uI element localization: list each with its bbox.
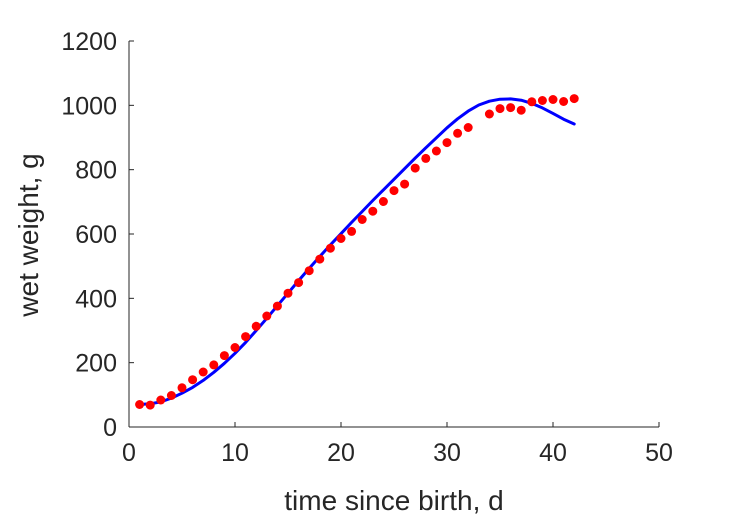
data-point <box>251 321 261 331</box>
data-point <box>559 97 569 106</box>
data-point <box>400 179 410 189</box>
data-point <box>294 278 304 288</box>
data-point <box>230 343 240 352</box>
data-point <box>442 138 452 148</box>
data-point <box>378 197 388 206</box>
data-point <box>548 95 558 104</box>
data-point <box>336 234 346 243</box>
x-tick-label: 40 <box>539 439 567 467</box>
y-tick-label: 0 <box>103 414 117 442</box>
data-point <box>516 105 526 115</box>
fitted-curve-series <box>138 97 576 406</box>
x-tick-label: 50 <box>645 439 673 467</box>
data-point <box>569 94 579 104</box>
data-point <box>219 351 229 361</box>
x-axis-label: time since birth, d <box>284 485 503 516</box>
y-tick-label: 800 <box>75 157 117 185</box>
data-point <box>209 360 219 370</box>
data-point <box>325 243 335 253</box>
y-tick-label: 200 <box>75 350 117 378</box>
tick-marks <box>128 40 660 428</box>
data-point <box>368 206 378 216</box>
data-point <box>537 96 547 105</box>
y-tick-label: 400 <box>75 285 117 313</box>
data-point <box>304 266 314 276</box>
data-point <box>198 367 208 377</box>
y-tick-label: 1200 <box>61 28 117 56</box>
y-axis-label: wet weight, g <box>13 153 44 317</box>
data-point <box>484 109 494 119</box>
axes <box>128 41 659 428</box>
data-point <box>357 215 367 224</box>
data-point <box>315 254 325 264</box>
data-point <box>527 97 537 107</box>
fitted-curve-line <box>138 97 576 406</box>
data-point <box>506 103 516 113</box>
data-point <box>241 332 251 342</box>
data-point <box>463 123 473 132</box>
data-point <box>166 391 176 400</box>
data-point <box>188 375 198 385</box>
x-tick-label: 30 <box>433 439 461 467</box>
data-point <box>135 400 145 409</box>
data-point <box>156 395 166 405</box>
data-point <box>421 153 431 163</box>
data-point <box>389 186 399 196</box>
observed-points-series <box>135 94 579 410</box>
x-tick-labels: 0 10 20 30 40 50 <box>122 439 673 467</box>
x-tick-label: 20 <box>327 439 355 467</box>
data-point <box>410 163 420 173</box>
data-point <box>145 400 155 410</box>
data-point <box>177 383 187 393</box>
data-point <box>347 226 357 236</box>
data-point <box>272 301 282 311</box>
y-tick-label: 600 <box>75 221 117 249</box>
y-tick-labels: 0 200 400 600 800 1000 1200 <box>61 28 117 442</box>
data-point <box>431 146 441 156</box>
data-point <box>283 288 293 298</box>
data-point <box>262 311 272 321</box>
y-tick-label: 1000 <box>61 92 117 120</box>
x-tick-label: 10 <box>221 439 249 467</box>
data-point <box>453 128 463 138</box>
data-point <box>495 104 505 114</box>
x-tick-label: 0 <box>122 439 136 467</box>
